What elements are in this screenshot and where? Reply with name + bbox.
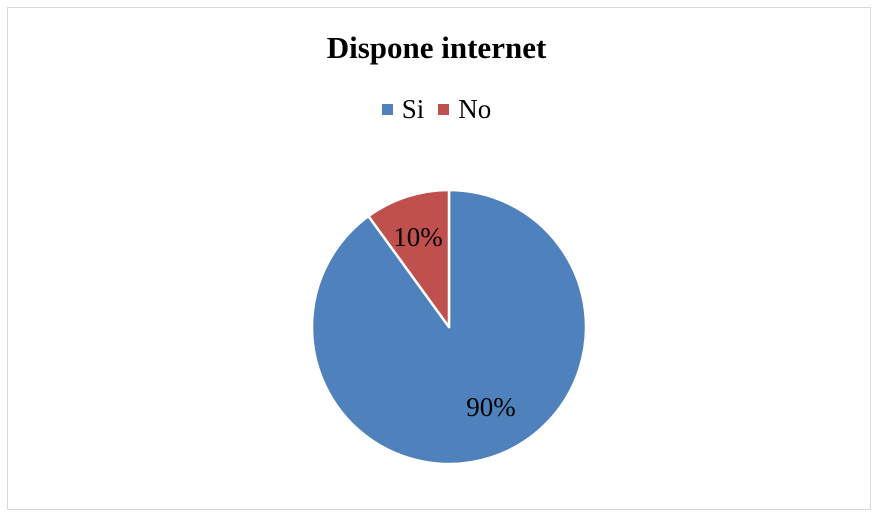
pie-slices [310,188,588,466]
legend-item-si: Si [381,94,425,125]
legend-label-no: No [458,94,492,124]
pie-slice-no [367,188,451,329]
legend: Si No [0,94,873,125]
pie-slice-labels: 90% 10% [393,222,516,422]
data-label-no: 10% [393,222,443,252]
data-label-si: 90% [466,392,516,422]
legend-swatch-no [438,104,450,115]
legend-label-si: Si [401,94,425,124]
legend-item-no: No [438,94,491,125]
legend-swatch-si [381,104,393,115]
chart-title: Dispone internet [326,30,547,65]
